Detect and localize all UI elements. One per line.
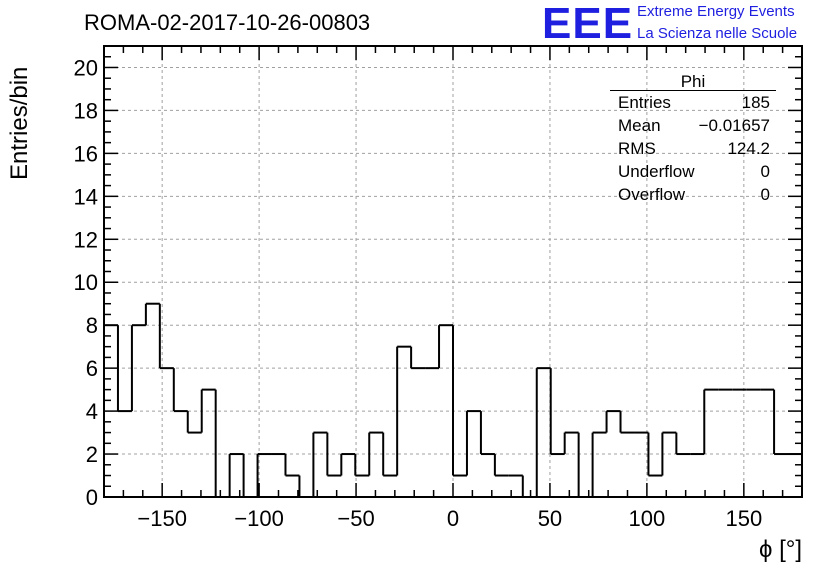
tick-labels: −150 −100 −50 0 50 100 150 0 2 4 6 8 10 12 14 16 18 20 <box>74 55 763 531</box>
y-tick-label: 8 <box>86 313 98 338</box>
x-tick-label: 150 <box>725 506 762 531</box>
x-tick-label: 0 <box>447 506 459 531</box>
axis-ticks <box>104 46 802 498</box>
y-tick-label: 16 <box>74 141 98 166</box>
x-tick-label: −150 <box>137 506 187 531</box>
y-tick-label: 2 <box>86 442 98 467</box>
eee-logo: EEE <box>542 0 634 48</box>
stats-value: 124.2 <box>727 139 770 158</box>
stats-row-entries: Entries 185 <box>618 93 770 113</box>
stats-row-underflow: Underflow 0 <box>618 162 770 182</box>
y-tick-label: 6 <box>86 356 98 381</box>
logo-line-1: Extreme Energy Events <box>637 3 795 20</box>
stats-value: 0 <box>760 185 770 204</box>
y-tick-label: 18 <box>74 98 98 123</box>
stats-row-mean: Mean −0.01657 <box>618 116 770 136</box>
y-tick-label: 10 <box>74 270 98 295</box>
y-tick-label: 4 <box>86 399 98 424</box>
stats-value: 185 <box>741 93 770 112</box>
y-tick-label: 20 <box>74 55 98 80</box>
stats-label: Mean <box>618 116 661 135</box>
x-tick-label: −100 <box>234 506 284 531</box>
stats-label: Entries <box>618 93 671 112</box>
y-tick-label: 14 <box>74 184 98 209</box>
stats-label: Underflow <box>618 162 695 181</box>
y-axis-label: Entries/bin <box>6 66 33 180</box>
stats-title: Phi <box>680 72 706 91</box>
x-tick-label: 50 <box>538 506 562 531</box>
stats-row-overflow: Overflow 0 <box>618 185 770 205</box>
histogram-bars <box>103 302 803 498</box>
stats-value: −0.01657 <box>698 116 770 135</box>
x-tick-label: −50 <box>337 506 374 531</box>
y-tick-label: 0 <box>86 485 98 510</box>
stats-row-rms: RMS 124.2 <box>618 139 770 159</box>
stats-value: 0 <box>760 162 770 181</box>
x-axis-label: ϕ [°] <box>758 536 802 563</box>
stats-label: RMS <box>618 139 656 158</box>
stats-label: Overflow <box>618 185 686 204</box>
logo-line-2: La Scienza nelle Scuole <box>637 25 798 42</box>
stats-divider <box>610 90 776 91</box>
x-tick-label: 100 <box>629 506 666 531</box>
y-tick-label: 12 <box>74 227 98 252</box>
chart-title: ROMA-02-2017-10-26-00803 <box>84 10 371 35</box>
